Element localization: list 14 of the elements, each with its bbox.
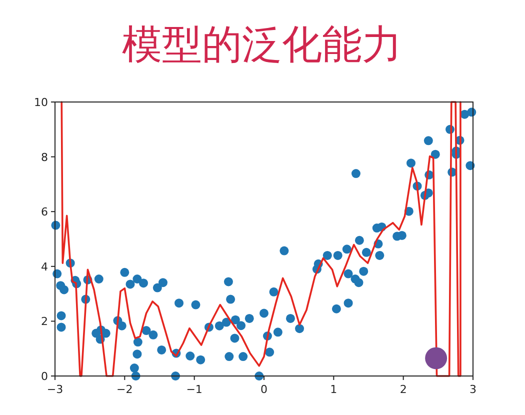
x-tick-label: 2	[400, 383, 407, 396]
x-tick-label: −1	[186, 383, 202, 396]
x-tick-label: 1	[330, 383, 338, 396]
x-tick-label: 3	[470, 383, 476, 396]
x-tick-label: −2	[116, 383, 133, 396]
x-tick-label: −3	[46, 383, 64, 396]
y-tick-label: 10	[34, 96, 48, 109]
chart-title: 模型的泛化能力	[122, 23, 402, 67]
y-tick-label: 8	[41, 150, 48, 164]
y-tick-label: 0	[41, 370, 48, 383]
y-tick-label: 4	[41, 260, 48, 274]
y-tick-label: 6	[41, 206, 48, 219]
y-tick-label: 2	[41, 315, 48, 328]
x-tick-label: 0	[260, 383, 268, 396]
